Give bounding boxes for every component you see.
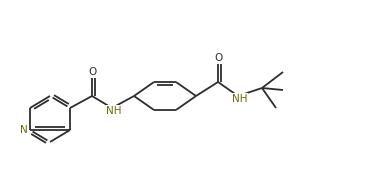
Text: O: O	[214, 53, 222, 63]
Text: O: O	[88, 67, 96, 77]
Text: NH: NH	[232, 94, 248, 104]
Text: NH: NH	[106, 106, 122, 116]
Text: N: N	[20, 125, 28, 135]
